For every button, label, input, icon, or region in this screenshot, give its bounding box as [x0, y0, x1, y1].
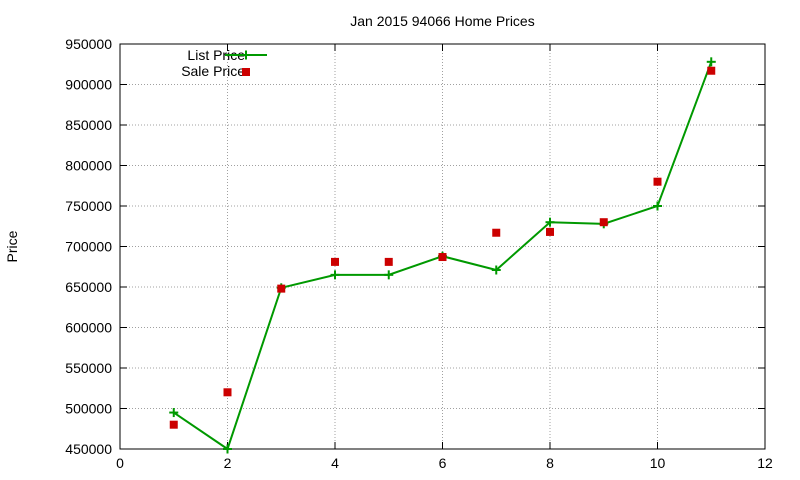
- sale-price-point: [707, 66, 716, 75]
- x-tick-label: 0: [116, 455, 124, 471]
- x-tick-label: 6: [439, 455, 447, 471]
- list-price-point: [169, 408, 179, 418]
- series-2: [169, 66, 716, 429]
- chart-title: Jan 2015 94066 Home Prices: [350, 13, 534, 29]
- axis-ticks: [119, 43, 766, 450]
- sale-price-point: [653, 177, 662, 186]
- y-axis-label: Price: [4, 230, 20, 262]
- legend-plus-marker: [241, 50, 251, 60]
- y-tick-label: 700000: [65, 239, 112, 255]
- x-tick-label: 4: [331, 455, 339, 471]
- sale-price-point: [384, 257, 393, 266]
- sale-price-point: [599, 218, 608, 227]
- y-tick-label: 950000: [65, 36, 112, 52]
- y-tick-label: 750000: [65, 198, 112, 214]
- list-price-point: [223, 444, 232, 454]
- y-tick-label: 900000: [65, 77, 112, 93]
- grid-lines: [120, 44, 765, 449]
- y-tick-label: 450000: [65, 441, 112, 457]
- x-tick-label: 12: [757, 455, 773, 471]
- legend-label: List Price: [187, 47, 245, 63]
- list-price-point: [330, 270, 340, 280]
- y-tick-label: 850000: [65, 117, 112, 133]
- y-tick-label: 800000: [65, 158, 112, 174]
- x-tick-label: 2: [224, 455, 232, 471]
- list-price-point: [384, 270, 394, 280]
- list-price-point: [653, 201, 662, 211]
- sale-price-point: [331, 257, 339, 266]
- sale-price-point: [438, 253, 447, 262]
- y-tick-label: 650000: [65, 279, 112, 295]
- tick-labels: 0 2 4 6 8 10 12 450000 500000 550000 600000 650000 7…: [65, 36, 773, 471]
- series: [169, 57, 716, 454]
- list-price-point: [706, 57, 716, 67]
- x-tick-label: 8: [546, 455, 554, 471]
- sale-price-point: [223, 388, 232, 397]
- list-price-point: [491, 265, 501, 275]
- sale-price-point: [492, 228, 501, 237]
- sale-price-point: [546, 227, 554, 236]
- x-tick-label: 10: [650, 455, 666, 471]
- y-tick-label: 600000: [65, 320, 112, 336]
- list-price-point: [545, 217, 555, 227]
- sale-price-point: [277, 284, 286, 293]
- legend-label: Sale Price: [181, 63, 245, 79]
- y-tick-label: 500000: [65, 401, 112, 417]
- y-tick-label: 550000: [65, 360, 112, 376]
- legend-square-marker: [242, 68, 250, 76]
- sale-price-point: [169, 420, 178, 429]
